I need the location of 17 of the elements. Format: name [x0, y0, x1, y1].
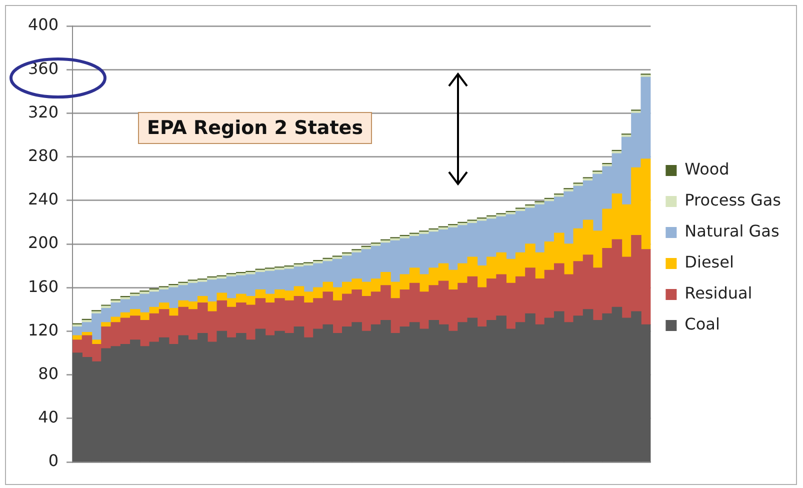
legend-label: Wood [684, 160, 730, 179]
legend-label: Diesel [684, 252, 734, 272]
y-tick-label: 200 [28, 233, 59, 252]
y-tick-label: 280 [28, 146, 59, 165]
y-tick-label: 80 [38, 364, 59, 383]
legend-label: Coal [684, 314, 720, 334]
y-tick-label: 400 [28, 15, 59, 34]
legend-label: Residual [684, 284, 752, 303]
y-tick-label: 120 [28, 320, 59, 340]
legend-label: Process Gas [684, 190, 782, 210]
legend-label: Natural Gas [684, 222, 780, 241]
y-tick-label: 0 [48, 451, 59, 470]
y-tick-label: 160 [28, 276, 59, 296]
y-tick-label: 40 [38, 408, 59, 427]
y-tick-label: 240 [28, 190, 59, 209]
y-tick-label: 320 [28, 102, 59, 122]
annotation: EPA Region 2 States [138, 112, 372, 144]
